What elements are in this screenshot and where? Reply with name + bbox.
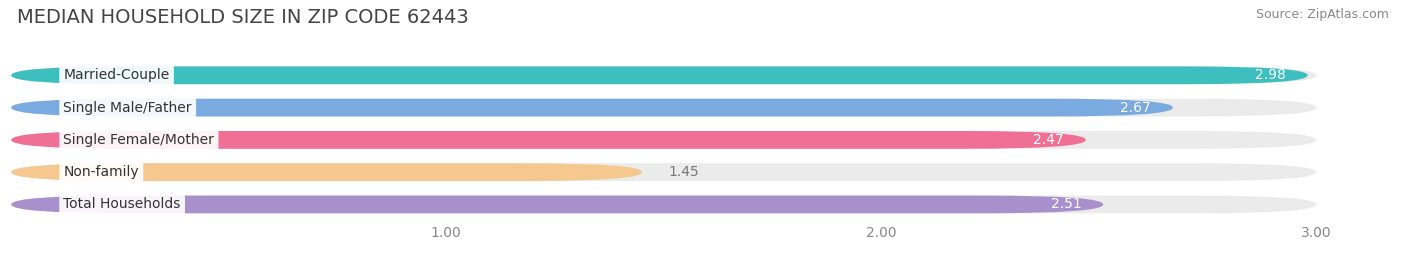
- FancyBboxPatch shape: [11, 66, 1308, 84]
- FancyBboxPatch shape: [11, 131, 1085, 149]
- FancyBboxPatch shape: [11, 196, 1316, 213]
- Text: Non-family: Non-family: [63, 165, 139, 179]
- Text: 1.45: 1.45: [668, 165, 699, 179]
- Text: Single Male/Father: Single Male/Father: [63, 101, 193, 115]
- FancyBboxPatch shape: [11, 99, 1316, 116]
- Text: MEDIAN HOUSEHOLD SIZE IN ZIP CODE 62443: MEDIAN HOUSEHOLD SIZE IN ZIP CODE 62443: [17, 8, 468, 27]
- Text: 2.98: 2.98: [1256, 68, 1286, 82]
- FancyBboxPatch shape: [11, 163, 643, 181]
- Text: Single Female/Mother: Single Female/Mother: [63, 133, 214, 147]
- FancyBboxPatch shape: [11, 99, 1173, 116]
- FancyBboxPatch shape: [11, 163, 1316, 181]
- Text: Total Households: Total Households: [63, 197, 181, 211]
- Text: 2.67: 2.67: [1121, 101, 1152, 115]
- FancyBboxPatch shape: [11, 196, 1104, 213]
- Text: Source: ZipAtlas.com: Source: ZipAtlas.com: [1256, 8, 1389, 21]
- Text: Married-Couple: Married-Couple: [63, 68, 170, 82]
- FancyBboxPatch shape: [11, 131, 1316, 149]
- FancyBboxPatch shape: [11, 66, 1316, 84]
- Text: 2.47: 2.47: [1033, 133, 1064, 147]
- Text: 2.51: 2.51: [1050, 197, 1081, 211]
